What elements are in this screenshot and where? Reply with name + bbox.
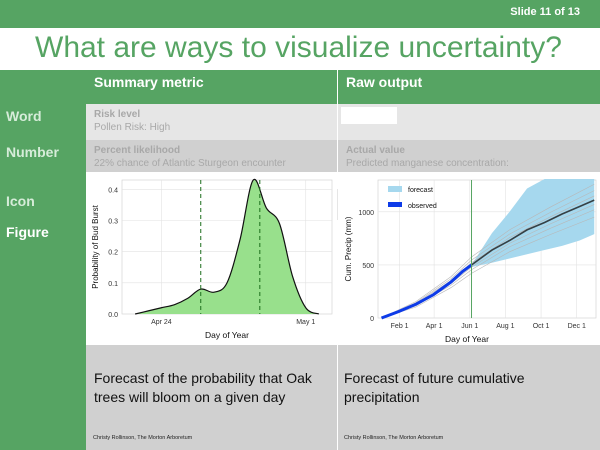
slide-number: Slide 11 of 13 — [510, 6, 580, 18]
figure-raw-cell: Forecast of future cumulative precipitat… — [338, 345, 600, 450]
figure-summary-credit: Christy Rollinson, The Morton Arboretum — [93, 435, 193, 441]
header-raw-output: Raw output — [338, 70, 600, 104]
word-summary-text: Pollen Risk: High — [94, 122, 171, 133]
y-tick-label: 0 — [370, 316, 374, 323]
probability-area — [135, 179, 319, 314]
number-summary-title: Percent likelihood — [94, 145, 181, 156]
x-tick-label: Dec 1 — [568, 323, 586, 330]
x-tick-label: Aug 1 — [496, 323, 514, 330]
x-tick-label: Apr 1 — [426, 323, 443, 330]
y-tick-label: 0.2 — [108, 250, 118, 257]
y-tick-label: 1000 — [358, 210, 374, 217]
figure-summary-cell: Forecast of the probability that Oak tre… — [86, 345, 337, 450]
bud-burst-chart-svg: 0.0 0.1 0.2 0.3 0.4 Apr 24 May 1 Day of Year Pro… — [91, 178, 333, 340]
x-axis-label: Day of Year — [445, 334, 489, 344]
row-label-number: Number — [0, 140, 86, 189]
y-tick-label: 500 — [362, 263, 374, 270]
precip-chart-svg: 0 500 1000 Feb 1 Apr 1 Jun 1 Aug 1 Oct 1 Dec 1 fo… — [344, 178, 597, 344]
legend-forecast-label: forecast — [408, 187, 433, 194]
number-raw-title: Actual value — [346, 145, 405, 156]
y-tick-label: 0.4 — [108, 187, 118, 194]
row-label-icon: Icon — [0, 189, 86, 220]
number-raw-text: Predicted manganese concentration: — [346, 158, 509, 169]
x-axis-label: Day of Year — [205, 330, 249, 340]
x-tick-label: Oct 1 — [533, 323, 550, 330]
y-axis-label: Probability of Bud Burst — [91, 204, 100, 288]
observed-line — [380, 263, 473, 320]
figure-summary-caption: Forecast of the probability that Oak tre… — [94, 370, 312, 405]
row-label-figure: Figure — [0, 220, 86, 450]
word-summary-cell: Risk level Pollen Risk: High — [86, 104, 337, 140]
precip-chart: 0 500 1000 Feb 1 Apr 1 Jun 1 Aug 1 Oct 1 Dec 1 fo… — [338, 172, 600, 345]
x-tick-label: Apr 24 — [151, 319, 172, 326]
header-summary-metric: Summary metric — [86, 70, 337, 104]
figure-raw-caption: Forecast of future cumulative precipitat… — [344, 370, 525, 405]
number-summary-text: 22% chance of Atlantic Sturgeon encounte… — [94, 158, 286, 169]
forecast-median-line — [471, 199, 595, 266]
y-axis-label: Cum. Precip (mm) — [344, 216, 353, 281]
legend-observed-label: observed — [408, 203, 437, 210]
word-summary-title: Risk level — [94, 109, 141, 120]
y-tick-label: 0.0 — [108, 312, 118, 319]
y-tick-label: 0.3 — [108, 219, 118, 226]
figure-raw-credit: Christy Rollinson, The Morton Arboretum — [344, 435, 444, 441]
x-tick-label: Jun 1 — [461, 323, 478, 330]
x-tick-label: May 1 — [296, 319, 315, 326]
bud-burst-chart: 0.0 0.1 0.2 0.3 0.4 Apr 24 May 1 Day of Year Pro… — [86, 172, 337, 345]
slide-title: What are ways to visualize uncertainty? — [35, 31, 562, 64]
legend-forecast-swatch — [388, 186, 402, 192]
row-label-word: Word — [0, 104, 86, 140]
top-bar: Slide 11 of 13 — [0, 0, 600, 28]
corner-cell — [0, 70, 86, 104]
x-tick-label: Feb 1 — [391, 323, 409, 330]
word-raw-placeholder — [341, 107, 397, 124]
y-tick-label: 0.1 — [108, 281, 118, 288]
probability-line — [134, 178, 320, 315]
legend-observed-swatch — [388, 202, 402, 207]
